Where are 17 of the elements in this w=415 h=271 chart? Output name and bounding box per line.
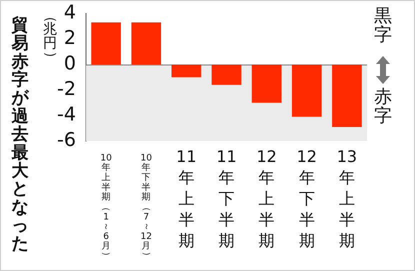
- x-tick-label: 12年下半期: [296, 147, 317, 250]
- y-tick-label: 2: [64, 26, 76, 49]
- x-tick-label: 13年上半期: [336, 147, 358, 250]
- x-tick-label: 11年上半期: [176, 147, 197, 250]
- text: 黒字: [374, 6, 392, 46]
- y-tick-label: -6: [57, 128, 76, 151]
- y-axis-title: （兆円）: [42, 9, 58, 65]
- category-label: 10年上半期（1～6月）: [100, 153, 112, 261]
- x-tick-label: 12年上半期: [256, 147, 277, 250]
- chart-title: 貿易赤字が過去最大となった: [12, 15, 28, 254]
- y-tick-label: 4: [64, 1, 76, 24]
- text: 赤字: [374, 86, 392, 127]
- y-tick-label: -2: [57, 78, 76, 100]
- category-label: 10年下半期（7～12月）: [140, 153, 152, 261]
- y-tick-label: -4: [57, 103, 76, 126]
- y-tick-label: 0: [64, 52, 76, 74]
- x-tick-label: 11年下半期: [216, 147, 237, 250]
